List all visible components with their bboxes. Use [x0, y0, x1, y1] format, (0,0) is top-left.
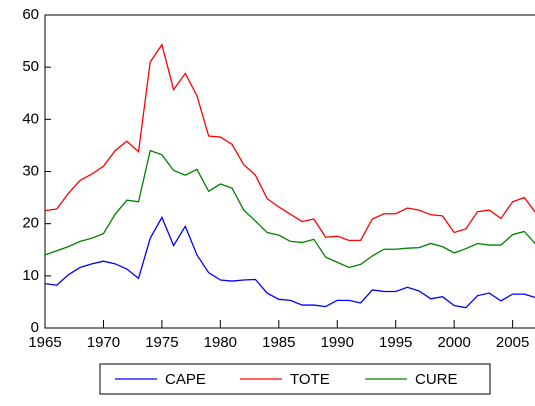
- y-tick-label: 0: [31, 319, 39, 336]
- x-tick-label: 1980: [204, 334, 237, 351]
- legend-label: CAPE: [165, 371, 206, 388]
- legend-box: [99, 363, 491, 395]
- plot-frame: [44, 14, 535, 329]
- x-tick-label: 1975: [145, 334, 178, 351]
- x-tick-label: 2000: [437, 334, 470, 351]
- x-tick-label: 2005: [496, 334, 529, 351]
- legend-label: CURE: [415, 371, 458, 388]
- series-line: [44, 149, 535, 269]
- x-tick-label: 1990: [321, 334, 354, 351]
- x-tick-label: 1995: [379, 334, 412, 351]
- y-tick-label: 40: [22, 110, 39, 127]
- series-line: [44, 215, 535, 309]
- y-tick-label: 10: [22, 267, 39, 284]
- x-tick-label: 1985: [262, 334, 295, 351]
- y-tick-label: 30: [22, 162, 39, 179]
- y-tick-label: 20: [22, 215, 39, 232]
- y-tick-label: 60: [22, 6, 39, 23]
- series-line: [44, 43, 535, 242]
- legend-label: TOTE: [290, 371, 330, 388]
- x-tick-label: 1970: [87, 334, 120, 351]
- y-tick-label: 50: [22, 58, 39, 75]
- x-tick-label: 1965: [28, 334, 61, 351]
